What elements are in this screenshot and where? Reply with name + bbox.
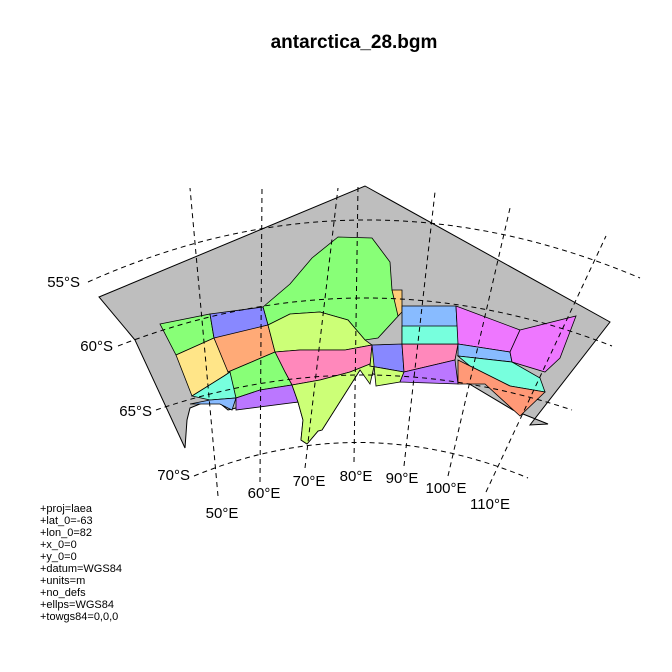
box-blue-coast <box>189 397 237 411</box>
longitude-line-90e <box>403 191 436 467</box>
longitude-line-60e <box>259 187 263 483</box>
lon-label-60e: 60°E <box>248 485 281 502</box>
lon-label-90e: 90°E <box>386 470 419 487</box>
lat-label-65s: 65°S <box>119 403 152 420</box>
latitude-line-60s <box>117 297 613 347</box>
longitude-line-50e <box>189 187 219 497</box>
longitude-line-100e <box>447 207 511 477</box>
longitude-line-80e <box>353 185 359 463</box>
box-polygons <box>159 236 577 445</box>
projection-line: +datum=WGS84 <box>40 563 122 575</box>
projection-line: +lat_0=-63 <box>40 515 93 527</box>
lon-label-80e: 80°E <box>340 468 373 485</box>
projection-line: +units=m <box>40 575 86 587</box>
projection-line: +proj=laea <box>40 503 92 515</box>
lon-label-110e: 110°E <box>470 496 510 513</box>
box-cyan-east <box>401 325 459 345</box>
projection-line: +y_0=0 <box>40 551 77 563</box>
graticule <box>87 185 641 497</box>
projection-info: +proj=laea +lat_0=-63 +lon_0=82 +x_0=0 +… <box>40 503 122 623</box>
projection-line: +x_0=0 <box>40 539 77 551</box>
lat-label-60s: 60°S <box>80 338 113 355</box>
lon-label-50e: 50°E <box>206 505 239 522</box>
latitude-line-65s <box>155 374 573 411</box>
projection-line: +lon_0=82 <box>40 527 92 539</box>
box-cyan-west <box>190 371 237 401</box>
latitude-line-55s <box>87 219 641 283</box>
longitude-line-110e <box>485 235 607 493</box>
projection-line: +no_defs <box>40 587 86 599</box>
lon-label-100e: 100°E <box>425 480 466 497</box>
latitude-line-70s <box>193 442 529 479</box>
projection-line: +towgs84=0,0,0 <box>40 611 119 623</box>
box-light-green-south <box>291 361 376 445</box>
lat-label-70s: 70°S <box>157 467 190 484</box>
lon-label-70e: 70°E <box>293 473 326 490</box>
box-magenta-east <box>509 315 577 373</box>
projection-line: +ellps=WGS84 <box>40 599 114 611</box>
longitude-line-70e <box>304 187 339 469</box>
lat-label-55s: 55°S <box>47 274 80 291</box>
box-salmon <box>457 359 546 417</box>
map-title: antarctica_28.bgm <box>271 32 438 53</box>
